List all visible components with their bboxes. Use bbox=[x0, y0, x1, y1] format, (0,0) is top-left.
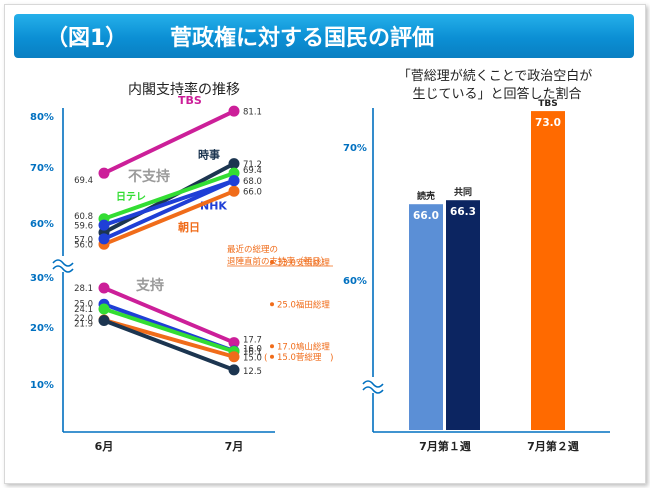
series-line-4 bbox=[102, 189, 236, 247]
value-label-june-4: 56.0 bbox=[74, 241, 93, 251]
value-label-june-0: 69.4 bbox=[74, 176, 93, 186]
annotation-title-line2: 退陣直前の支持率（朝日） bbox=[227, 256, 329, 267]
series-line-6 bbox=[102, 285, 236, 345]
x-label-june: 6月 bbox=[95, 440, 114, 453]
bar-name-label-2: TBS bbox=[538, 99, 557, 109]
value-label-july-9: 15.0 bbox=[243, 353, 262, 363]
annotation-label-3: 15.0菅総理 bbox=[277, 352, 322, 363]
series-name-0: TBS bbox=[178, 94, 202, 107]
annotation-bracket-open: ( bbox=[264, 353, 268, 363]
value-label-july-2: 69.4 bbox=[243, 166, 262, 176]
bar-chart-title-line2: 生じている」と回答した割合 bbox=[412, 86, 581, 102]
line-chart-title: 内閣支持率の推移 bbox=[128, 81, 240, 98]
point-july-6 bbox=[228, 337, 240, 349]
bar-value-label-1: 66.3 bbox=[450, 206, 476, 218]
value-label-june-2: 60.8 bbox=[74, 212, 93, 222]
value-label-june-8: 24.1 bbox=[74, 305, 93, 315]
bar-chart-axis-break-mark-2 bbox=[362, 386, 384, 394]
value-label-june-3: 59.6 bbox=[74, 222, 93, 232]
value-label-july-3: 68.0 bbox=[243, 177, 262, 187]
bar-chart-title-line1: 「菅総理が続くことで政治空白が bbox=[398, 68, 593, 84]
line-chart-axis-break-mark-2 bbox=[52, 265, 74, 273]
point-july-5 bbox=[228, 175, 240, 187]
value-label-june-7: 25.0 bbox=[74, 299, 93, 309]
y-tick-30: 30% bbox=[30, 273, 54, 284]
page-title: 菅政権に対する国民の評価 bbox=[170, 26, 435, 51]
series-line-8 bbox=[102, 306, 236, 354]
point-july-9 bbox=[228, 351, 240, 363]
bar-y-tick-70: 70% bbox=[343, 143, 367, 154]
point-july-0 bbox=[228, 105, 240, 117]
series-line-10 bbox=[102, 318, 236, 372]
bar-value-label-2: 73.0 bbox=[535, 117, 561, 129]
point-june-8 bbox=[98, 303, 110, 315]
annotation-dot-0 bbox=[270, 260, 274, 265]
annotation-label-0: 33.0安倍総理 bbox=[277, 257, 330, 268]
point-june-3 bbox=[98, 219, 110, 231]
point-june-6 bbox=[98, 282, 110, 294]
bar-1 bbox=[446, 200, 480, 430]
annotation-label-1: 25.0福田総理 bbox=[277, 299, 330, 310]
point-july-1 bbox=[228, 158, 240, 170]
series-name-2: 日テレ bbox=[116, 191, 146, 203]
annotation-label-2: 17.0鳩山総理 bbox=[277, 341, 330, 352]
value-label-june-5: 57.0 bbox=[74, 235, 93, 245]
point-july-4 bbox=[228, 185, 240, 197]
bar-x-label-week2: 7月第２週 bbox=[527, 439, 579, 453]
value-label-july-6: 17.7 bbox=[243, 336, 262, 346]
annotation-dot-2 bbox=[270, 344, 274, 349]
y-tick-20: 20% bbox=[30, 323, 54, 334]
value-label-july-0: 81.1 bbox=[243, 108, 262, 118]
nonsupport-label: 不支持 bbox=[128, 168, 170, 185]
bar-name-label-1: 共同 bbox=[454, 186, 472, 198]
point-june-5 bbox=[98, 233, 110, 245]
value-label-june-10: 21.9 bbox=[74, 320, 93, 330]
value-label-july-7: 16.1 bbox=[243, 347, 262, 357]
annotation-dot-1 bbox=[270, 302, 274, 307]
annotation-bracket-close: ) bbox=[330, 353, 334, 363]
y-tick-80: 80% bbox=[30, 112, 54, 123]
annotation-dot-3 bbox=[270, 354, 274, 359]
series-line-0 bbox=[102, 109, 236, 176]
y-tick-60: 60% bbox=[30, 219, 54, 230]
y-tick-10: 10% bbox=[30, 380, 54, 391]
value-label-july-10: 12.5 bbox=[243, 367, 262, 377]
line-chart-axis-break-mark-1 bbox=[52, 259, 74, 267]
series-name-1: 時事 bbox=[198, 148, 220, 162]
support-label: 支持 bbox=[135, 277, 164, 294]
bar-chart-axis-break-mark-1 bbox=[362, 380, 384, 388]
value-label-july-4: 66.0 bbox=[243, 188, 262, 198]
bar-0 bbox=[409, 204, 443, 430]
series-name-4: 朝日 bbox=[178, 220, 200, 234]
series-line-2 bbox=[102, 171, 236, 221]
bar-value-label-0: 66.0 bbox=[413, 210, 439, 222]
bar-x-label-week1: 7月第１週 bbox=[419, 439, 471, 453]
bar-name-label-0: 読売 bbox=[417, 190, 435, 202]
value-label-june-9: 22.0 bbox=[74, 314, 93, 324]
series-line-3 bbox=[102, 178, 236, 228]
bar-chart-marks: 66.0 読売 66.3 共同 73.0 TBS bbox=[409, 99, 565, 430]
x-label-july: 7月 bbox=[225, 440, 244, 453]
bar-2 bbox=[531, 111, 565, 430]
point-july-10 bbox=[228, 364, 240, 376]
annotation-title-line1: 最近の総理の bbox=[227, 244, 278, 255]
y-tick-70: 70% bbox=[30, 163, 54, 174]
series-line-5 bbox=[102, 178, 236, 241]
series-line-9 bbox=[102, 318, 236, 359]
line-chart-marks: 69.481.1TBS71.2時事60.869.4日テレ59.668.0NHK5… bbox=[74, 94, 262, 377]
value-label-july-8: 16.0 bbox=[243, 345, 262, 355]
point-june-10 bbox=[98, 315, 110, 327]
bar-y-tick-60: 60% bbox=[343, 276, 367, 287]
figure-label: （図1） bbox=[46, 26, 128, 51]
point-june-0 bbox=[98, 167, 110, 179]
series-line-1 bbox=[102, 161, 236, 235]
title-bar: （図1） 菅政権に対する国民の評価 bbox=[14, 14, 634, 58]
value-label-july-1: 71.2 bbox=[243, 160, 262, 170]
value-label-june-6: 28.1 bbox=[74, 284, 93, 294]
